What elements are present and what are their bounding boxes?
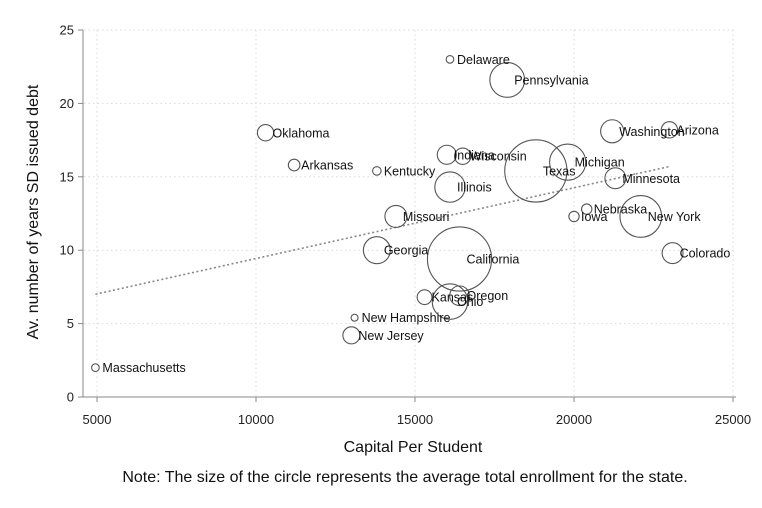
point-label: Iowa	[581, 210, 607, 224]
point-label: Indiana	[454, 148, 495, 162]
point-label: Minnesota	[622, 172, 680, 186]
point-marker	[416, 289, 433, 306]
point-marker	[434, 171, 466, 203]
point-marker	[568, 210, 580, 223]
y-tick-label: 25	[60, 23, 74, 38]
point-label: Pennsylvania	[514, 73, 588, 87]
point-label: Delaware	[457, 53, 510, 67]
y-tick-label: 10	[60, 243, 74, 258]
x-tick-label: 10000	[238, 412, 274, 427]
point-marker	[660, 121, 679, 139]
point-marker	[489, 61, 526, 98]
y-tick-label: 0	[67, 390, 74, 405]
point-marker	[256, 124, 275, 142]
y-tick-label: 15	[60, 169, 74, 184]
point-label: Oklahoma	[273, 126, 330, 140]
point-label: Arizona	[676, 123, 718, 137]
point-label: California	[467, 253, 520, 267]
point-marker	[504, 139, 568, 203]
point-label: New Jersey	[358, 329, 424, 343]
point-label: Illinois	[457, 181, 492, 195]
point-marker	[581, 203, 593, 215]
point-marker	[362, 236, 391, 265]
axis-layer: 0 5 10 15 20 25 5000 10000 15000 20000 25000	[60, 23, 752, 428]
point-marker	[436, 144, 457, 165]
point-label: Michigan	[575, 156, 625, 170]
point-marker	[350, 313, 359, 322]
point-layer	[91, 54, 684, 373]
point-label: Kentucky	[384, 164, 436, 178]
y-axis-title: Av. number of years SD issued debt	[25, 84, 42, 339]
point-marker	[619, 195, 663, 238]
point-marker	[426, 226, 493, 292]
point-marker	[600, 119, 625, 144]
y-tick-label: 5	[67, 316, 74, 331]
point-marker	[384, 204, 408, 228]
point-label: Massachusetts	[102, 361, 185, 375]
point-label: Wisconsin	[470, 150, 527, 164]
point-label: Colorado	[680, 247, 731, 261]
point-marker	[91, 363, 100, 373]
point-label: Arkansas	[301, 159, 353, 173]
point-label: Washington	[619, 125, 685, 139]
point-marker	[604, 167, 627, 190]
point-label: New York	[648, 210, 702, 224]
x-tick-label: 25000	[715, 412, 751, 427]
x-axis-title: Capital Per Student	[344, 439, 483, 456]
point-label: New Hampshire	[362, 311, 451, 325]
x-tick-label: 5000	[83, 412, 112, 427]
point-label: Oregon	[467, 289, 509, 303]
point-label: Nebraska	[594, 203, 648, 217]
chart-note: Note: The size of the circle represents …	[122, 469, 687, 486]
x-tick-label: 15000	[397, 412, 433, 427]
point-label: Texas	[543, 164, 576, 178]
y-tick-label: 20	[60, 96, 74, 111]
point-label: Missouri	[403, 210, 450, 224]
fit-line	[95, 165, 670, 296]
point-label: Ohio	[457, 295, 483, 309]
point-marker	[449, 285, 470, 307]
point-label: Georgia	[384, 244, 429, 258]
point-marker	[445, 54, 455, 64]
point-marker	[342, 326, 361, 345]
point-marker	[549, 143, 587, 181]
point-marker	[287, 158, 301, 172]
fit-line-layer	[95, 165, 670, 296]
x-tick-label: 20000	[556, 412, 592, 427]
point-marker	[453, 147, 472, 165]
point-label: Kansas	[432, 291, 474, 305]
point-marker	[661, 242, 684, 265]
point-marker	[372, 166, 382, 176]
